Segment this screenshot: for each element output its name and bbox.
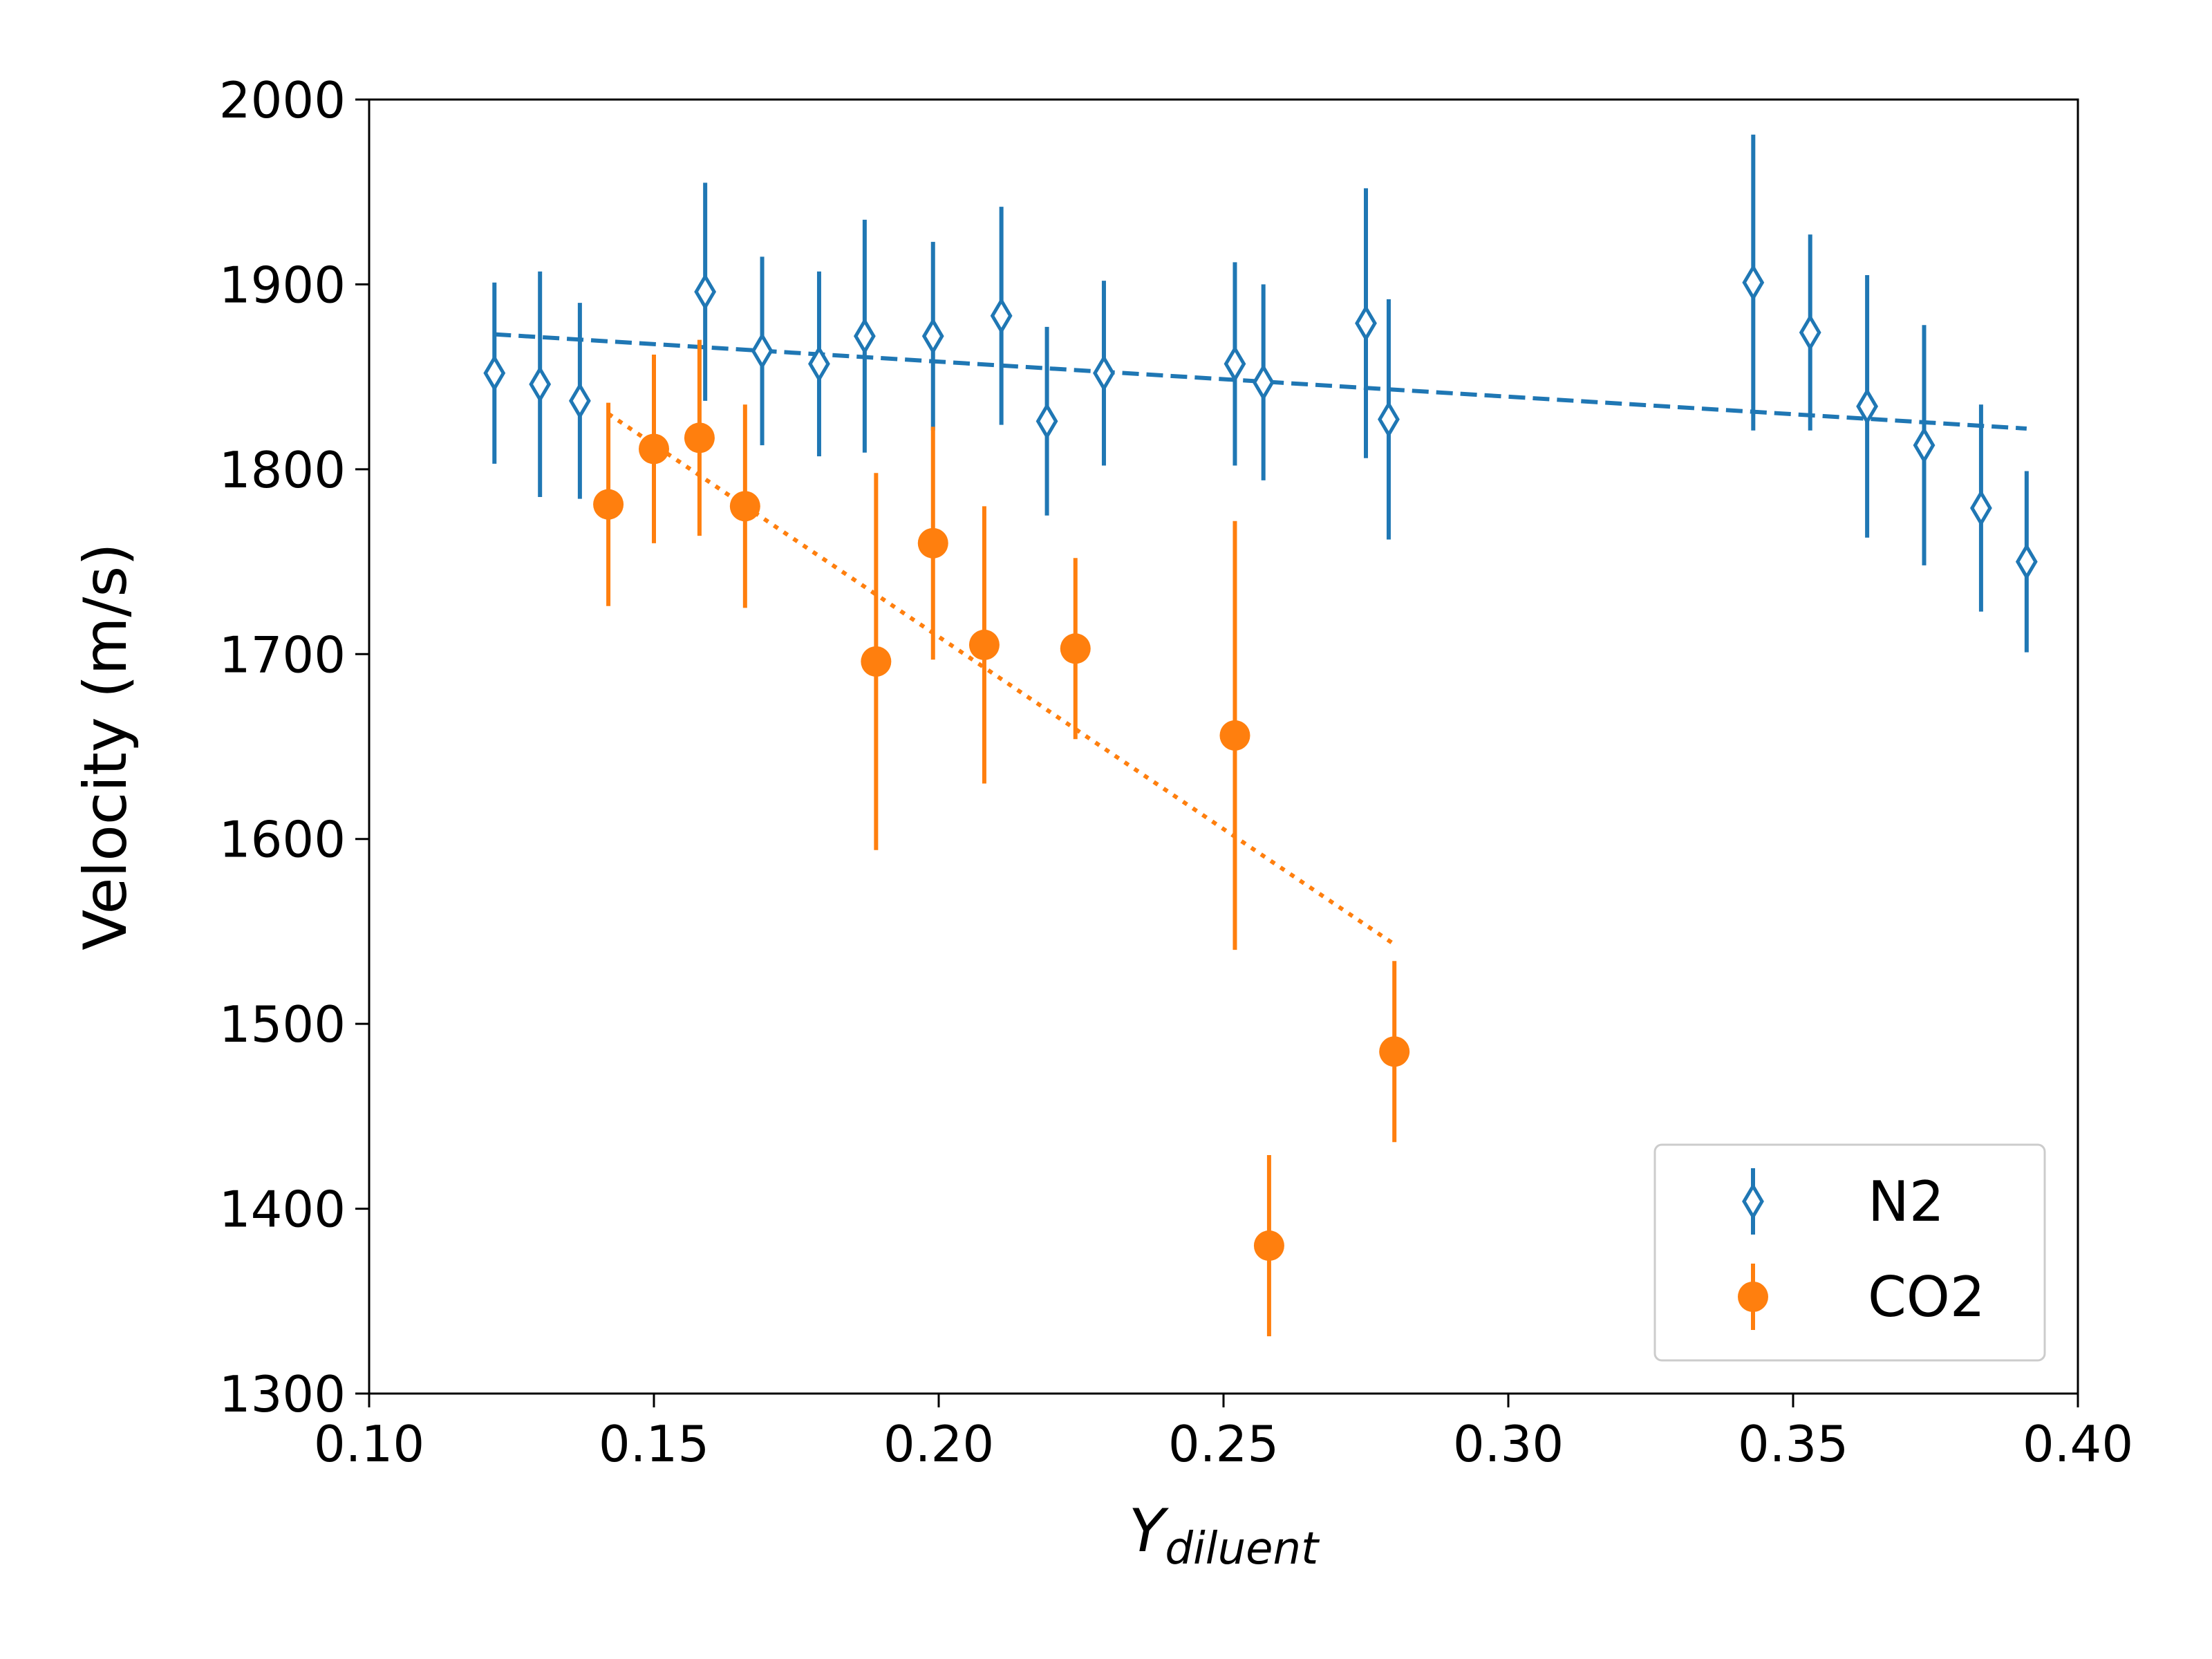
legend: N2 CO2	[1653, 1143, 2046, 1362]
series-n2	[483, 134, 2038, 653]
x-tick-label: 0.20	[883, 1415, 994, 1473]
data-point	[529, 365, 552, 403]
data-point	[1060, 633, 1091, 664]
data-point	[1224, 345, 1246, 383]
data-point	[568, 382, 591, 420]
x-axis-ticks: 0.10 0.15 0.20 0.25 0.30 0.35 0.40	[314, 1394, 2133, 1473]
y-tick-label: 2000	[219, 71, 346, 129]
data-point	[751, 332, 774, 370]
data-point	[861, 646, 892, 677]
y-tick-label: 1800	[219, 441, 346, 499]
legend-co2-marker	[1738, 1264, 1768, 1330]
data-point	[1219, 720, 1250, 751]
data-point	[1742, 263, 1765, 301]
legend-n2-label: N2	[1868, 1170, 1944, 1234]
data-point	[1378, 400, 1400, 438]
data-point	[729, 491, 760, 522]
y-tick-label: 1500	[219, 995, 346, 1053]
legend-n2-marker	[1742, 1168, 1764, 1235]
x-tick-label: 0.10	[314, 1415, 424, 1473]
y-axis-ticks: 1300 1400 1500 1600 1700 1800 1900 2000	[219, 71, 369, 1423]
data-point	[1799, 314, 1821, 351]
data-point	[694, 273, 717, 311]
y-tick-label: 1300	[219, 1365, 346, 1423]
legend-box	[1653, 1143, 2046, 1362]
legend-entry-n2: N2	[1742, 1168, 1944, 1235]
x-tick-label: 0.30	[1453, 1415, 1564, 1473]
series-co2	[593, 339, 1410, 1337]
fit-lines	[494, 332, 2027, 946]
x-axis-label: Ydiluent	[1129, 1497, 1320, 1575]
data-point	[1856, 388, 1879, 425]
x-tick-label: 0.15	[599, 1415, 709, 1473]
y-tick-label: 1400	[219, 1181, 346, 1239]
data-point	[1379, 1036, 1410, 1067]
y-tick-label: 1600	[219, 811, 346, 869]
data-point	[921, 317, 944, 355]
data-point	[968, 629, 1000, 660]
y-tick-label: 1900	[219, 256, 346, 314]
data-point	[917, 527, 948, 559]
x-tick-label: 0.40	[2023, 1415, 2133, 1473]
x-tick-label: 0.25	[1168, 1415, 1279, 1473]
legend-co2-label: CO2	[1868, 1265, 1985, 1329]
data-series	[483, 134, 2038, 1337]
x-tick-label: 0.35	[1738, 1415, 1848, 1473]
legend-n2-symbol	[1742, 1183, 1764, 1220]
data-point	[808, 345, 830, 383]
data-point	[639, 433, 669, 465]
data-point	[1970, 489, 1992, 527]
data-point	[1355, 304, 1377, 342]
y-axis-label: Velocity (m/s)	[71, 543, 140, 950]
data-point	[1093, 354, 1115, 392]
data-point	[2015, 543, 2038, 581]
data-point	[483, 354, 506, 392]
data-point	[1913, 427, 1936, 465]
data-point	[990, 297, 1013, 335]
data-point	[1252, 364, 1275, 402]
fit-line-n2	[494, 332, 2027, 431]
data-point	[853, 317, 876, 355]
data-point	[1035, 402, 1058, 440]
x-axis-label-subscript: diluent	[1165, 1524, 1320, 1575]
data-point	[684, 422, 715, 453]
data-point	[593, 489, 624, 520]
legend-co2-symbol	[1738, 1282, 1768, 1312]
legend-entry-co2: CO2	[1738, 1264, 1985, 1330]
fit-line-co2	[607, 412, 1396, 946]
data-point	[1253, 1230, 1284, 1262]
y-tick-label: 1700	[219, 626, 346, 684]
x-axis-label-main: Y	[1129, 1497, 1170, 1566]
